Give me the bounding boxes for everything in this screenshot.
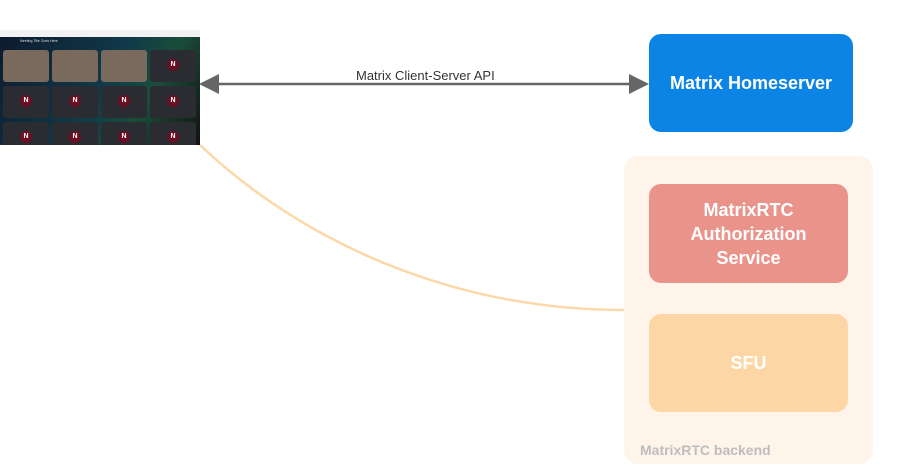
avatar: N bbox=[69, 95, 81, 107]
participant-video-tile bbox=[52, 50, 98, 82]
avatar: N bbox=[167, 131, 179, 143]
meeting-title: Meeting Title Goes Here bbox=[20, 39, 58, 43]
auth-service-label: MatrixRTC Authorization Service bbox=[690, 199, 807, 268]
avatar: N bbox=[69, 131, 81, 143]
avatar: N bbox=[118, 131, 130, 143]
participant-avatar-tile: N bbox=[3, 122, 49, 145]
matrixrtc-authorization-service-node: MatrixRTC Authorization Service bbox=[649, 184, 848, 283]
avatar: N bbox=[20, 95, 32, 107]
avatar: N bbox=[118, 95, 130, 107]
participant-avatar-tile: N bbox=[52, 122, 98, 145]
participant-avatar-tile: N bbox=[150, 86, 196, 118]
video-call-screenshot: Meeting Title Goes Here N N N N N N N N N bbox=[0, 30, 200, 145]
participant-avatar-tile: N bbox=[52, 86, 98, 118]
client-server-api-label: Matrix Client-Server API bbox=[356, 68, 495, 83]
participant-avatar-tile: N bbox=[150, 50, 196, 82]
participant-avatar-tile: N bbox=[3, 86, 49, 118]
matrix-homeserver-node: Matrix Homeserver bbox=[649, 34, 853, 132]
participant-avatar-tile: N bbox=[101, 122, 147, 145]
participant-avatar-tile: N bbox=[101, 86, 147, 118]
client-to-backend-connector bbox=[199, 144, 625, 312]
participant-avatar-tile: N bbox=[150, 122, 196, 145]
participant-video-tile bbox=[3, 50, 49, 82]
participant-video-tile bbox=[101, 50, 147, 82]
matrixrtc-backend-label: MatrixRTC backend bbox=[640, 442, 771, 458]
browser-toolbar bbox=[0, 30, 200, 37]
sfu-node: SFU bbox=[649, 314, 848, 412]
avatar: N bbox=[20, 131, 32, 143]
avatar: N bbox=[167, 95, 179, 107]
avatar: N bbox=[167, 59, 179, 71]
